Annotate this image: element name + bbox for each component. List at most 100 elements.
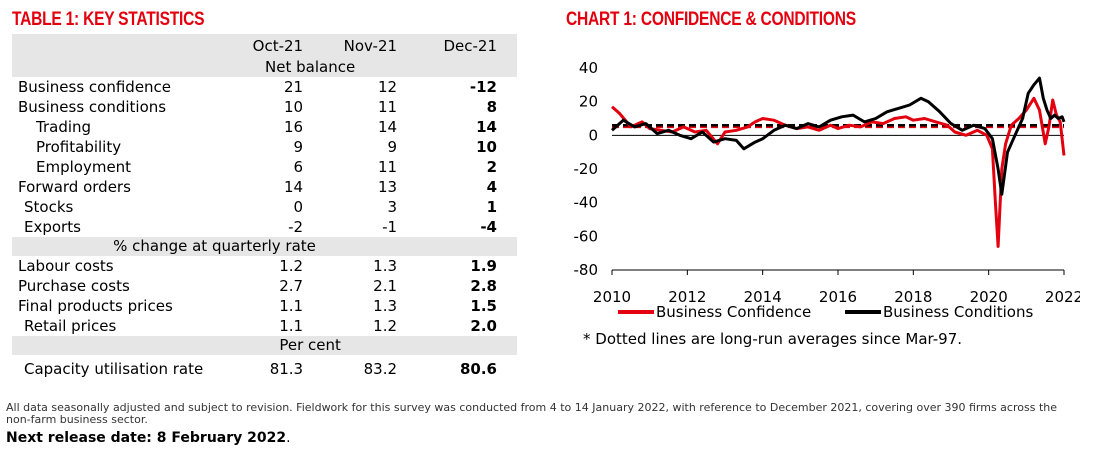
x-tick-label: 2020 bbox=[970, 288, 1008, 306]
cell-value: -2 bbox=[288, 218, 304, 236]
row-label: Final products prices bbox=[18, 297, 173, 315]
cell-value: 83.2 bbox=[363, 360, 398, 378]
table-row: Business confidence 21 12 -12 bbox=[12, 77, 517, 97]
column-header-nov: Nov-21 bbox=[317, 34, 418, 58]
table-row: Capacity utilisation rate 81.3 83.2 80.6 bbox=[12, 355, 517, 383]
cell-value: 1.9 bbox=[470, 257, 497, 275]
table-row: Final products prices 1.1 1.3 1.5 bbox=[12, 296, 517, 316]
row-label: Labour costs bbox=[18, 257, 114, 275]
cell-value: 1.2 bbox=[279, 257, 304, 275]
legend-label: Business Confidence bbox=[656, 303, 811, 321]
data-notes: All data seasonally adjusted and subject… bbox=[6, 401, 1057, 426]
cell-value: 21 bbox=[284, 78, 304, 96]
cell-value: -4 bbox=[480, 218, 497, 236]
table-row: Purchase costs 2.7 2.1 2.8 bbox=[12, 276, 517, 296]
table-row: Employment 6 11 2 bbox=[12, 157, 517, 177]
row-label: Business confidence bbox=[18, 78, 172, 96]
release-date: Next release date: 8 February 2022. bbox=[6, 430, 291, 446]
section-header-row: Net balance bbox=[12, 58, 517, 77]
cell-value: 9 bbox=[293, 138, 304, 156]
table-row: Retail prices 1.1 1.2 2.0 bbox=[12, 316, 517, 336]
x-tick-label: 2018 bbox=[894, 288, 932, 306]
cell-value: 11 bbox=[377, 158, 398, 176]
table-row: Exports -2 -1 -4 bbox=[12, 217, 517, 237]
row-label: Capacity utilisation rate bbox=[24, 360, 204, 378]
y-tick-label: -60 bbox=[574, 227, 599, 245]
section-header-row: % change at quarterly rate bbox=[12, 237, 517, 256]
y-tick-label: -80 bbox=[574, 261, 599, 279]
cell-value: 1.3 bbox=[373, 257, 398, 275]
average-lines bbox=[612, 123, 1064, 129]
y-tick-label: 20 bbox=[579, 93, 598, 111]
cell-value: 10 bbox=[476, 138, 497, 156]
series-line-business-confidence bbox=[611, 96, 1066, 248]
y-axis: 40 20 0 -20 -40 -60 -80 bbox=[574, 59, 599, 279]
cell-value: 14 bbox=[284, 178, 304, 196]
table-row: Stocks 0 3 1 bbox=[12, 197, 517, 217]
row-label: Profitability bbox=[36, 138, 122, 156]
x-tick-label: 2014 bbox=[744, 288, 782, 306]
cell-value: 2.1 bbox=[373, 277, 398, 295]
cell-value: 1.1 bbox=[279, 317, 304, 335]
cell-value: 11 bbox=[377, 98, 398, 116]
x-tick-label: 2012 bbox=[668, 288, 706, 306]
cell-value: 16 bbox=[284, 118, 304, 136]
cell-value: 2 bbox=[486, 158, 497, 176]
row-label: Purchase costs bbox=[18, 277, 130, 295]
table-row: Labour costs 1.2 1.3 1.9 bbox=[12, 256, 517, 276]
legend-label: Business Conditions bbox=[883, 303, 1033, 321]
table-row: Profitability 9 9 10 bbox=[12, 137, 517, 157]
chart-footnote: * Dotted lines are long-run averages sin… bbox=[583, 330, 963, 348]
cell-value: -1 bbox=[382, 218, 398, 236]
series-lines bbox=[611, 76, 1066, 248]
y-tick-label: 0 bbox=[588, 126, 598, 144]
key-statistics-table: Oct-21 Nov-21 Dec-21 Net balance Busines… bbox=[12, 34, 517, 383]
cell-value: 10 bbox=[284, 98, 304, 116]
series-line-business-conditions bbox=[611, 76, 1066, 196]
x-axis: 2010 2012 2014 2016 2018 2020 2022 bbox=[593, 134, 1080, 306]
table-row: Forward orders 14 13 4 bbox=[12, 177, 517, 197]
cell-value: 14 bbox=[476, 118, 497, 136]
row-label: Retail prices bbox=[24, 317, 117, 335]
row-label: Business conditions bbox=[18, 98, 167, 116]
cell-value: 2.8 bbox=[470, 277, 497, 295]
row-label: Exports bbox=[24, 218, 81, 236]
y-tick-label: 40 bbox=[579, 59, 598, 77]
y-tick-label: -40 bbox=[574, 194, 599, 212]
release-date-label: Next release date: 8 February 2022 bbox=[6, 430, 287, 446]
x-tick-label: 2022 bbox=[1045, 288, 1080, 306]
cell-value: 1.5 bbox=[470, 297, 497, 315]
cell-value: 12 bbox=[377, 78, 398, 96]
cell-value: 1.1 bbox=[279, 297, 304, 315]
section-label-net-balance: Net balance bbox=[203, 58, 418, 77]
cell-value: 81.3 bbox=[269, 360, 304, 378]
cell-value: 3 bbox=[387, 198, 398, 216]
x-tick-label: 2010 bbox=[593, 288, 631, 306]
release-date-suffix: . bbox=[286, 430, 291, 446]
cell-value: 14 bbox=[377, 118, 398, 136]
row-label: Forward orders bbox=[18, 178, 131, 196]
cell-value: 2.0 bbox=[470, 317, 497, 335]
cell-value: 13 bbox=[377, 178, 398, 196]
section-label-per-cent: Per cent bbox=[203, 336, 418, 355]
cell-value: 1.3 bbox=[373, 297, 398, 315]
table-header-blank bbox=[12, 34, 204, 58]
section-label-quarterly: % change at quarterly rate bbox=[12, 237, 418, 256]
chart-title: CHART 1: CONFIDENCE & CONDITIONS bbox=[566, 9, 856, 30]
row-label: Trading bbox=[36, 118, 92, 136]
row-label: Stocks bbox=[24, 198, 74, 216]
column-header-dec: Dec-21 bbox=[417, 34, 517, 58]
table-header-row: Oct-21 Nov-21 Dec-21 bbox=[12, 34, 517, 58]
table-title: TABLE 1: KEY STATISTICS bbox=[12, 9, 205, 30]
cell-value: 6 bbox=[293, 158, 304, 176]
cell-value: 1 bbox=[486, 198, 497, 216]
cell-value: 9 bbox=[387, 138, 398, 156]
y-tick-label: -20 bbox=[574, 160, 599, 178]
cell-value: 80.6 bbox=[459, 360, 497, 378]
cell-value: -12 bbox=[469, 78, 497, 96]
x-tick-label: 2016 bbox=[819, 288, 857, 306]
cell-value: 1.2 bbox=[373, 317, 398, 335]
table-row: Business conditions 10 11 8 bbox=[12, 97, 517, 117]
cell-value: 0 bbox=[293, 198, 304, 216]
